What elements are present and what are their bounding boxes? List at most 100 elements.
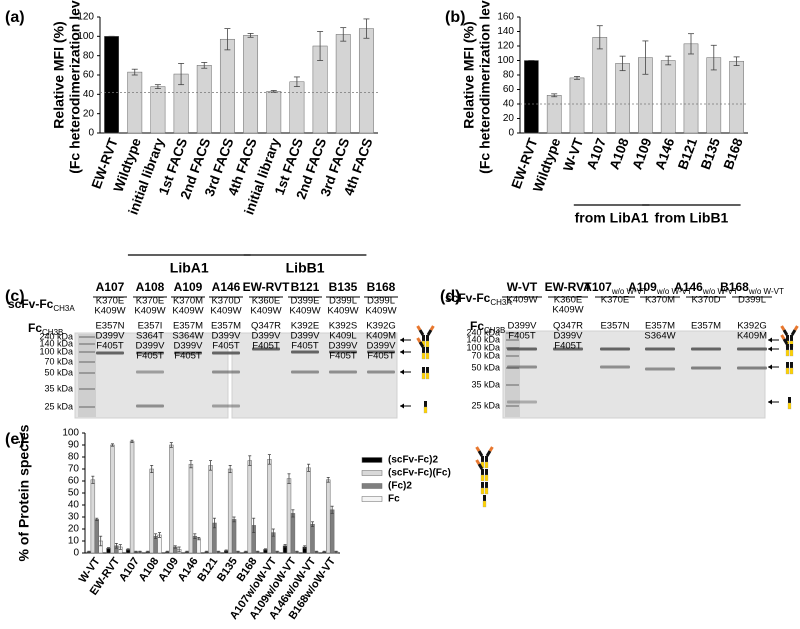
mutation: S364W xyxy=(644,331,675,342)
mutation: D399V xyxy=(251,331,281,342)
column-header: A109w/o W-VT xyxy=(628,280,692,296)
gel-band xyxy=(553,347,583,351)
icon-part xyxy=(429,325,435,331)
marker-band xyxy=(506,339,519,341)
column-header-sub: w/o W-VT xyxy=(748,287,784,296)
column-header-main: W-VT xyxy=(507,280,538,294)
column-header-main: EW-RVT xyxy=(545,280,593,294)
y-tick-label: 0 xyxy=(508,128,514,139)
y-axis-label: Relative MFI (%) xyxy=(461,21,477,128)
icon-part xyxy=(785,349,790,357)
marker-band xyxy=(79,351,95,353)
gel-band xyxy=(252,347,280,351)
gel-band xyxy=(212,351,240,355)
icon-part xyxy=(780,325,786,331)
marker-label: 70 kDa xyxy=(44,356,73,366)
mutation: K409W xyxy=(172,306,203,317)
y-tick-label: 160 xyxy=(497,12,514,23)
icon-part xyxy=(789,349,794,357)
icon-part xyxy=(484,487,489,495)
marker-label: 100 kDa xyxy=(466,342,500,352)
gel-band xyxy=(600,347,630,351)
x-tick-label: A146 xyxy=(176,556,201,584)
y-tick-label: 0 xyxy=(88,128,94,139)
legend-swatch xyxy=(361,470,383,476)
column-header: B121 xyxy=(291,280,320,294)
marker-band xyxy=(506,384,519,386)
bar xyxy=(683,43,699,134)
mutation: D399V xyxy=(507,321,537,332)
mutation: D399V xyxy=(366,341,396,352)
gel-band xyxy=(645,367,675,371)
column-header-main: EW-RVT xyxy=(243,280,291,294)
column-header-main: B121 xyxy=(291,280,320,294)
gel-band xyxy=(329,350,357,354)
icon-part xyxy=(416,337,422,343)
icon-part xyxy=(422,367,425,373)
icon-part xyxy=(789,367,794,375)
icon-part xyxy=(787,402,792,410)
marker-band xyxy=(79,343,95,345)
mutation: Q347R xyxy=(553,321,583,332)
icon-part xyxy=(788,397,791,403)
mutation: K370M xyxy=(173,296,203,307)
legend-swatch xyxy=(361,483,383,489)
y-tick-label: 120 xyxy=(77,12,94,23)
y-axis-label: (Fc heterodimerization levels) xyxy=(477,0,493,174)
bar xyxy=(149,468,154,554)
mutation: K392G xyxy=(366,321,396,332)
group-label: from LibB1 xyxy=(654,210,728,226)
y-tick-label: 120 xyxy=(497,41,514,52)
gel-band xyxy=(600,365,630,369)
icon-part xyxy=(421,372,426,380)
column-header: A146w/o W-VT xyxy=(674,280,738,296)
row-label: scFv-FcCH3A xyxy=(445,291,512,307)
column-header-sub: w/o W-VT xyxy=(702,287,738,296)
y-tick-label: 50 xyxy=(68,488,80,499)
icon-part xyxy=(793,325,799,331)
y-tick-label: 60 xyxy=(83,70,95,81)
column-header-main: B135 xyxy=(329,280,358,294)
mutation: E357M xyxy=(645,321,675,332)
bar xyxy=(615,63,630,134)
mutation: F405T xyxy=(508,331,536,342)
column-header-main: A146 xyxy=(212,280,241,294)
y-tick-label: 80 xyxy=(83,50,95,61)
mutation: F405T xyxy=(554,341,582,352)
gel-band xyxy=(174,351,202,355)
y-tick-label: 140 xyxy=(497,26,514,37)
bar xyxy=(208,465,213,554)
marker-label: 140 kDa xyxy=(39,338,73,348)
x-tick-label: A109 xyxy=(156,556,181,584)
arrow-head xyxy=(400,349,404,355)
marker-label: 25 kDa xyxy=(44,401,73,411)
icon-part xyxy=(790,362,793,368)
column-header-main: A108 xyxy=(136,280,165,294)
mutation: F405T xyxy=(174,351,202,362)
marker-label: 50 kDa xyxy=(471,362,500,372)
panel-label: (e) xyxy=(5,431,25,448)
icon-part xyxy=(484,474,489,482)
mutation: S364W xyxy=(172,331,203,342)
bar xyxy=(110,444,115,554)
mutation: E357M xyxy=(691,321,721,332)
gel-band xyxy=(507,400,537,404)
x-tick-label: B168 xyxy=(721,136,746,172)
panel-label: (d) xyxy=(440,288,460,305)
gel-band xyxy=(691,347,721,351)
row-label-main: scFv-Fc xyxy=(445,291,491,305)
row-label-main: Fc xyxy=(28,321,42,335)
icon-part xyxy=(426,329,433,336)
bar xyxy=(335,34,351,134)
bar xyxy=(592,37,608,134)
gel-band xyxy=(136,370,164,374)
marker-band xyxy=(506,405,519,407)
y-axis-label: (Fc heterodimerization levels) xyxy=(67,0,83,174)
mutation: E357M xyxy=(173,321,203,332)
bar xyxy=(243,35,259,134)
mutation: K409W xyxy=(210,306,241,317)
bar xyxy=(290,513,296,554)
y-tick-label: 40 xyxy=(503,99,515,110)
icon-part xyxy=(426,367,429,373)
mutation: F405T xyxy=(367,351,395,362)
